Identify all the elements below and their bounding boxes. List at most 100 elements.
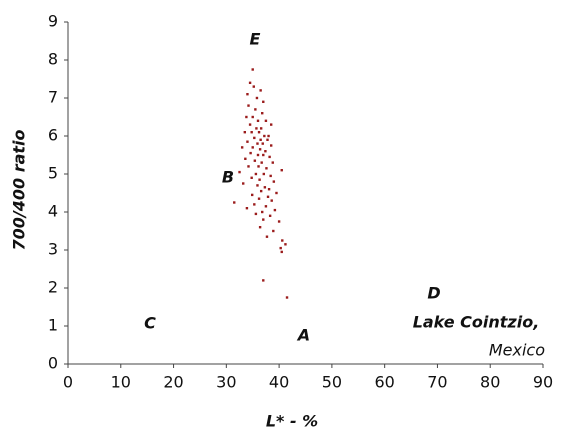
annotation: Lake Cointzio, xyxy=(413,313,540,332)
point xyxy=(251,115,254,119)
point xyxy=(272,180,276,183)
x-tick-label: 50 xyxy=(322,373,342,392)
point xyxy=(275,191,278,195)
point xyxy=(262,279,265,282)
x-tick-label: 60 xyxy=(374,373,394,392)
y-tick-label: 2 xyxy=(48,278,58,297)
annotation: A xyxy=(296,326,310,345)
point xyxy=(258,178,261,181)
point xyxy=(258,148,262,151)
point xyxy=(280,169,283,172)
point xyxy=(256,142,259,145)
point xyxy=(259,189,263,193)
x-tick-label: 20 xyxy=(163,373,183,392)
y-tick-label: 0 xyxy=(48,354,58,373)
annotation: C xyxy=(144,314,156,333)
point xyxy=(247,165,250,168)
point xyxy=(250,193,254,197)
y-tick-label: 8 xyxy=(48,50,58,69)
point xyxy=(242,182,245,185)
x-axis-label: L* - % xyxy=(266,412,318,431)
point xyxy=(270,199,273,202)
x-tick-label: 80 xyxy=(480,373,500,392)
point xyxy=(272,229,275,233)
point xyxy=(261,112,264,115)
point xyxy=(255,127,258,130)
point xyxy=(262,100,265,103)
y-axis-label: 700/400 ratio xyxy=(10,129,29,250)
point xyxy=(267,134,270,138)
point xyxy=(248,123,252,126)
point xyxy=(258,226,262,229)
point xyxy=(252,85,255,88)
y-tick-label: 9 xyxy=(48,12,58,31)
point xyxy=(263,186,267,189)
point xyxy=(284,243,287,246)
point xyxy=(246,140,249,143)
point xyxy=(262,218,265,221)
annotation: B xyxy=(222,168,234,187)
point xyxy=(250,176,253,179)
point xyxy=(262,153,265,157)
x-tick-label: 30 xyxy=(216,373,236,392)
point xyxy=(254,212,258,216)
point xyxy=(259,89,262,92)
y-tick-label: 7 xyxy=(48,88,58,107)
point xyxy=(271,161,274,164)
point xyxy=(253,159,257,162)
point xyxy=(264,150,267,153)
point xyxy=(280,250,283,254)
point xyxy=(238,170,241,174)
point xyxy=(279,246,282,250)
annotation: E xyxy=(250,30,261,49)
point xyxy=(251,146,254,149)
point xyxy=(254,108,257,111)
point xyxy=(253,136,256,140)
point xyxy=(265,167,268,170)
point xyxy=(263,134,266,138)
point xyxy=(245,207,249,210)
point xyxy=(248,81,252,84)
point xyxy=(246,93,249,96)
point xyxy=(245,115,248,119)
point xyxy=(273,208,277,212)
point xyxy=(285,296,289,299)
point xyxy=(269,144,273,147)
y-tick-label: 6 xyxy=(48,126,58,145)
point xyxy=(253,203,256,206)
point xyxy=(265,235,269,238)
point xyxy=(240,146,244,149)
point xyxy=(268,155,271,159)
y-tick-label: 3 xyxy=(48,240,58,259)
point xyxy=(261,210,264,214)
point xyxy=(269,174,272,178)
point xyxy=(267,188,271,191)
point xyxy=(264,205,268,208)
point xyxy=(277,220,281,223)
point xyxy=(256,119,260,122)
point xyxy=(268,214,272,217)
annotation: D xyxy=(427,284,440,303)
point xyxy=(250,131,253,134)
point xyxy=(259,138,262,141)
point xyxy=(243,131,247,134)
point xyxy=(260,161,263,164)
annotation: Mexico xyxy=(489,341,545,360)
point xyxy=(266,138,269,141)
x-tick-label: 40 xyxy=(269,373,289,392)
point xyxy=(233,201,236,204)
point xyxy=(261,142,264,145)
point xyxy=(257,165,260,168)
point xyxy=(269,123,273,126)
point xyxy=(256,153,260,157)
point xyxy=(251,68,254,71)
x-tick-label: 90 xyxy=(533,373,553,392)
point xyxy=(247,104,250,107)
point xyxy=(255,96,259,100)
x-tick-label: 10 xyxy=(111,373,131,392)
point xyxy=(249,151,252,155)
point xyxy=(281,239,284,242)
point xyxy=(244,157,247,160)
point xyxy=(266,195,270,198)
